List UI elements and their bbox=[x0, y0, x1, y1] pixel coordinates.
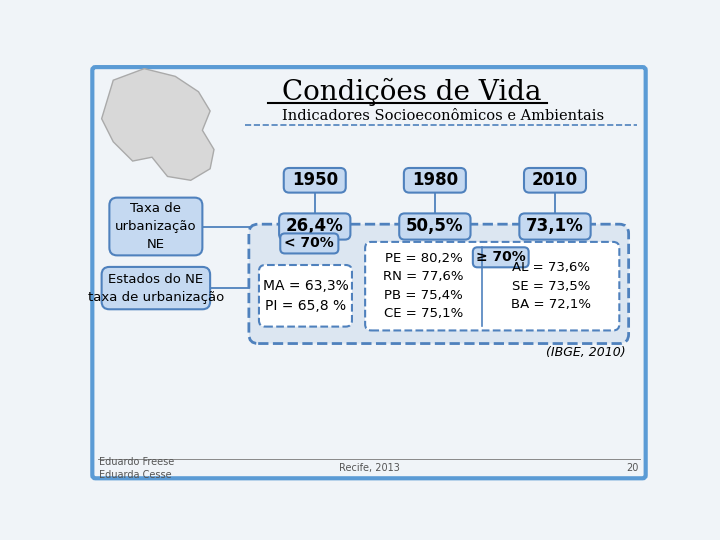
FancyBboxPatch shape bbox=[102, 267, 210, 309]
Text: PE = 80,2%
RN = 77,6%
PB = 75,4%
CE = 75,1%: PE = 80,2% RN = 77,6% PB = 75,4% CE = 75… bbox=[383, 252, 464, 320]
Text: ≥ 70%: ≥ 70% bbox=[476, 251, 526, 264]
Text: MA = 63,3%
PI = 65,8 %: MA = 63,3% PI = 65,8 % bbox=[263, 279, 348, 313]
FancyBboxPatch shape bbox=[249, 224, 629, 343]
Text: < 70%: < 70% bbox=[284, 237, 334, 251]
FancyBboxPatch shape bbox=[92, 67, 646, 478]
FancyBboxPatch shape bbox=[399, 213, 471, 240]
Text: (IBGE, 2010): (IBGE, 2010) bbox=[546, 346, 626, 359]
FancyBboxPatch shape bbox=[524, 168, 586, 193]
FancyBboxPatch shape bbox=[280, 233, 338, 253]
Text: AL = 73,6%
SE = 73,5%
BA = 72,1%: AL = 73,6% SE = 73,5% BA = 72,1% bbox=[510, 261, 590, 311]
FancyBboxPatch shape bbox=[259, 265, 352, 327]
Text: Taxa de
urbanização
NE: Taxa de urbanização NE bbox=[115, 202, 197, 251]
Text: 20: 20 bbox=[626, 463, 639, 473]
FancyBboxPatch shape bbox=[109, 198, 202, 255]
Text: 26,4%: 26,4% bbox=[286, 218, 343, 235]
Text: 2010: 2010 bbox=[532, 171, 578, 190]
FancyBboxPatch shape bbox=[365, 242, 619, 330]
FancyBboxPatch shape bbox=[284, 168, 346, 193]
Text: Eduardo Freese
Eduarda Cesse: Eduardo Freese Eduarda Cesse bbox=[99, 457, 174, 480]
FancyBboxPatch shape bbox=[404, 168, 466, 193]
FancyBboxPatch shape bbox=[279, 213, 351, 240]
Text: 1950: 1950 bbox=[292, 171, 338, 190]
Text: Estados do NE
taxa de urbanização: Estados do NE taxa de urbanização bbox=[88, 273, 224, 303]
Text: 1980: 1980 bbox=[412, 171, 458, 190]
Text: 50,5%: 50,5% bbox=[406, 218, 464, 235]
Text: Recife, 2013: Recife, 2013 bbox=[338, 463, 400, 473]
FancyBboxPatch shape bbox=[473, 247, 528, 267]
FancyBboxPatch shape bbox=[519, 213, 590, 240]
Text: 73,1%: 73,1% bbox=[526, 218, 584, 235]
Polygon shape bbox=[102, 69, 214, 180]
Text: Condições de Vida: Condições de Vida bbox=[282, 78, 541, 106]
Text: Indicadores Socioeconômicos e Ambientais: Indicadores Socioeconômicos e Ambientais bbox=[282, 109, 603, 123]
